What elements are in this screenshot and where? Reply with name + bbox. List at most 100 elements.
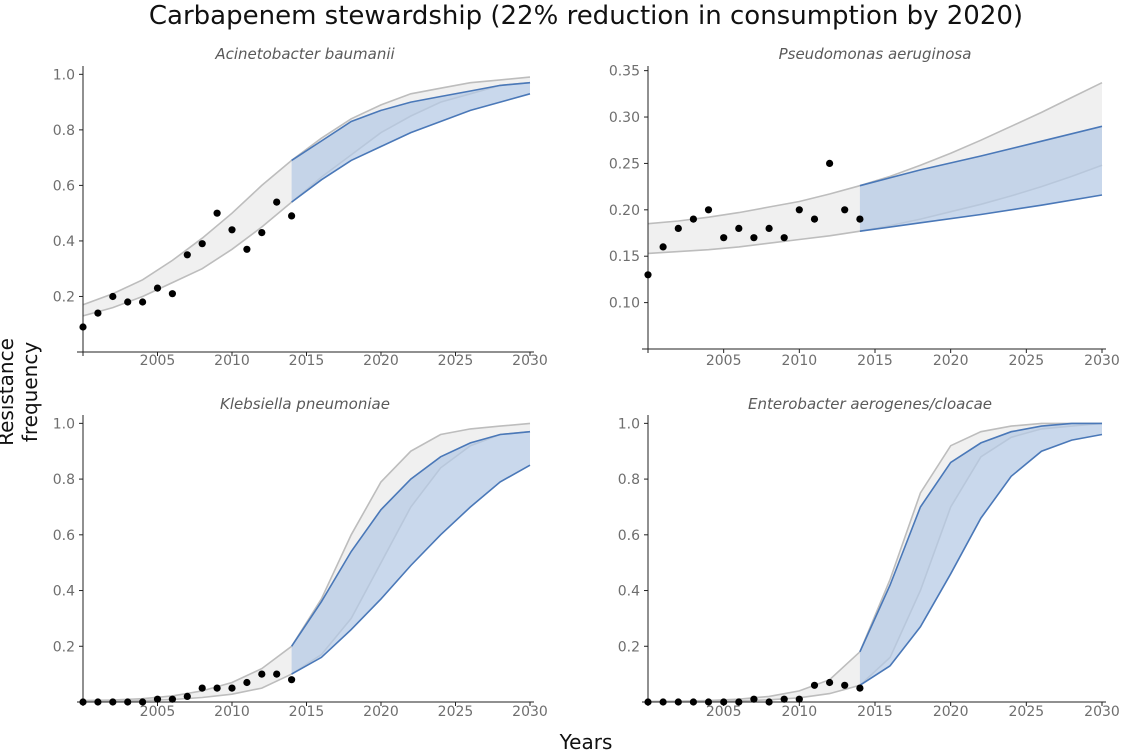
y-tick-label: 0.8 xyxy=(618,472,640,488)
x-tick-label: 2005 xyxy=(706,353,742,369)
data-point xyxy=(94,698,102,706)
historic-band-area xyxy=(648,82,1102,254)
data-point xyxy=(720,234,728,242)
panel-title: Klebsiella pneumoniae xyxy=(220,395,390,413)
data-point xyxy=(213,684,221,692)
y-tick-label: 0.6 xyxy=(53,178,75,194)
data-point xyxy=(243,678,251,687)
data-point xyxy=(79,698,87,706)
y-tick-label: 1.0 xyxy=(618,416,640,432)
data-point xyxy=(644,271,652,279)
y-tick-label: 0.6 xyxy=(618,528,640,544)
historic-band-upper-line xyxy=(82,76,531,306)
data-point xyxy=(674,698,682,706)
x-tick-label: 2005 xyxy=(140,353,176,369)
data-point xyxy=(856,684,864,692)
data-point xyxy=(288,212,296,220)
x-tick-label: 2005 xyxy=(706,704,742,720)
data-point xyxy=(689,215,698,223)
data-point xyxy=(79,323,87,331)
data-point xyxy=(168,290,176,298)
x-tick-label: 2025 xyxy=(1009,704,1045,720)
y-tick-label: 0.4 xyxy=(618,584,640,600)
projection-band-area xyxy=(291,431,530,675)
data-point xyxy=(765,698,773,706)
projection-band-lower-line xyxy=(291,93,531,203)
projection-band-upper-line xyxy=(859,422,1102,653)
data-point xyxy=(124,698,132,706)
data-point xyxy=(109,698,117,706)
data-point xyxy=(826,159,834,167)
y-tick-label: 0.2 xyxy=(618,639,640,655)
y-tick-label: 0.2 xyxy=(53,289,75,305)
data-point xyxy=(183,251,191,259)
projection-band-upper-line xyxy=(859,125,1103,187)
data-point xyxy=(810,215,819,223)
y-tick-label: 0.4 xyxy=(53,234,75,250)
data-point xyxy=(795,695,803,703)
x-tick-label: 2010 xyxy=(214,353,250,369)
x-tick-label: 2015 xyxy=(289,353,325,369)
y-tick-label: 0.25 xyxy=(609,156,640,172)
data-point xyxy=(258,229,266,237)
x-tick-label: 2015 xyxy=(289,704,325,720)
x-tick-label: 2025 xyxy=(438,353,474,369)
panel-title: Enterobacter aerogenes/cloacae xyxy=(748,395,992,413)
figure-title: Carbapenem stewardship (22% reduction in… xyxy=(148,1,1024,31)
data-point xyxy=(841,681,849,689)
data-point xyxy=(841,206,849,214)
data-point xyxy=(228,226,236,234)
data-point xyxy=(139,698,147,706)
y-tick-label: 0.30 xyxy=(609,110,640,126)
data-point xyxy=(856,215,864,223)
projection-band-area xyxy=(859,423,1102,686)
y-tick-label: 0.8 xyxy=(53,472,75,488)
chart-panel: 0.10 0.15 0.20 0.25 0.30 0.35 2005 2010 2015 2020… xyxy=(609,45,1120,369)
x-tick-label: 2020 xyxy=(933,704,969,720)
data-point xyxy=(198,240,206,248)
y-tick-label: 0.4 xyxy=(53,584,75,600)
y-tick-label: 0.8 xyxy=(53,123,75,139)
data-point xyxy=(243,245,251,253)
data-point xyxy=(153,284,162,292)
data-point xyxy=(765,224,773,232)
data-point xyxy=(659,243,667,251)
data-point xyxy=(168,695,176,703)
x-tick-label: 2020 xyxy=(363,353,399,369)
y-tick-label: 0.10 xyxy=(609,296,640,312)
data-point xyxy=(273,670,281,678)
data-point xyxy=(213,209,221,217)
x-tick-label: 2025 xyxy=(438,704,474,720)
data-point xyxy=(735,698,743,706)
data-point xyxy=(780,234,788,242)
projection-band-upper-line xyxy=(290,430,531,647)
x-tick-label: 2020 xyxy=(933,353,969,369)
x-axis-label: Years xyxy=(559,730,613,754)
x-tick-label: 2030 xyxy=(512,353,548,369)
y-tick-label: 0.20 xyxy=(609,203,640,219)
data-point xyxy=(273,198,281,206)
data-point xyxy=(644,698,652,706)
data-point xyxy=(826,678,834,687)
projection-band-lower-line xyxy=(859,433,1103,686)
data-point xyxy=(183,692,191,701)
x-tick-label: 2015 xyxy=(857,353,893,369)
x-tick-label: 2005 xyxy=(140,704,176,720)
y-tick-label: 0.35 xyxy=(609,64,640,80)
x-tick-label: 2010 xyxy=(782,353,818,369)
data-point xyxy=(780,695,788,703)
data-point xyxy=(109,292,117,301)
data-point xyxy=(750,234,758,242)
y-tick-label: 0.15 xyxy=(609,249,640,265)
data-point xyxy=(689,698,698,706)
data-point xyxy=(704,698,713,706)
panel-title: Pseudomonas aeruginosa xyxy=(779,45,972,63)
x-tick-label: 2030 xyxy=(1084,353,1120,369)
chart-panel: 0.2 0.4 0.6 0.8 1.0 2005 2010 2015 2020 2025 2030 A… xyxy=(53,45,548,369)
data-point xyxy=(228,684,236,692)
chart-panel: 0.2 0.4 0.6 0.8 1.0 2005 2010 2015 2020 2025 2030 K… xyxy=(53,395,548,720)
data-point xyxy=(674,224,682,232)
chart-panel: 0.2 0.4 0.6 0.8 1.0 2005 2010 2015 2020 2025 2030 E… xyxy=(618,395,1120,720)
y-tick-label: 0.2 xyxy=(53,639,75,655)
